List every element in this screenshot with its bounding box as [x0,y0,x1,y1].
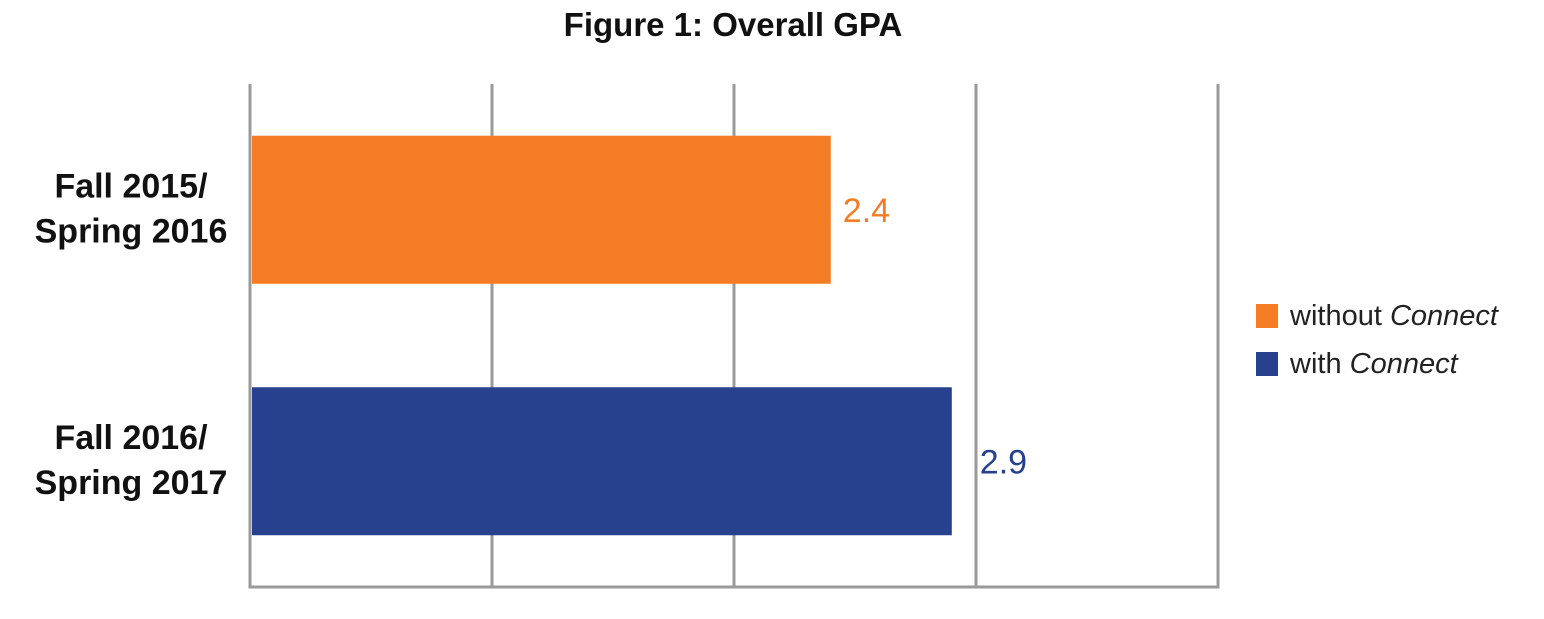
legend-label-without-connect: without Connect [1290,299,1498,332]
value-label-1: 2.4 [843,192,890,230]
category-label-1-line-2: Spring 2016 [35,212,228,250]
chart-title: Figure 1: Overall GPA [563,6,903,43]
legend: without Connect with Connect [1256,292,1498,388]
bars [252,135,952,536]
category-label-1-line-1: Fall 2015/ [54,167,208,205]
legend-item-with-connect: with Connect [1256,340,1498,388]
legend-swatch-with-connect [1256,352,1278,376]
category-label-2-line-1: Fall 2016/ [54,419,208,457]
bar-1 [252,135,831,284]
category-label-2-line-2: Spring 2017 [35,464,228,502]
labels: 2.4 Fall 2015/Spring 2016 2.9 Fall 2016/Spr… [35,167,1027,502]
legend-label-with-connect: with Connect [1290,347,1458,380]
bar-2 [252,387,952,536]
value-label-2: 2.9 [980,443,1027,481]
legend-item-without-connect: without Connect [1256,292,1498,340]
legend-swatch-without-connect [1256,304,1278,328]
